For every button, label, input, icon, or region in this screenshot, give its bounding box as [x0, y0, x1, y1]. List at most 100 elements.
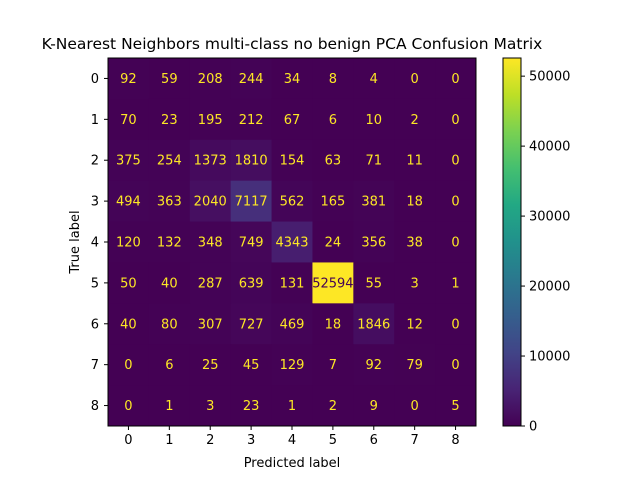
cell-value-label: 40	[120, 317, 137, 332]
heatmap-cell	[353, 58, 395, 100]
cell-value-label: 0	[451, 358, 459, 373]
cell-value-label: 23	[161, 113, 178, 128]
heatmap-cell	[312, 344, 354, 386]
y-tick-label: 1	[91, 113, 99, 128]
heatmap-cell	[353, 303, 395, 345]
cell-value-label: 7	[329, 358, 337, 373]
heatmap-cell	[148, 303, 191, 345]
cell-value-label: 55	[366, 276, 383, 291]
cell-value-label: 1810	[235, 154, 268, 169]
cell-value-label: 50	[120, 276, 137, 291]
cell-value-label: 208	[198, 72, 223, 87]
heatmap-cell	[271, 180, 313, 223]
x-tick-label: 6	[370, 433, 378, 448]
heatmap-cell	[189, 303, 232, 345]
cell-value-label: 1846	[357, 317, 390, 332]
cell-value-label: 1	[451, 276, 459, 291]
y-tick-label: 7	[91, 358, 99, 373]
cell-value-label: 92	[120, 72, 137, 87]
heatmap-cell	[312, 303, 354, 345]
heatmap-cell	[189, 58, 232, 100]
cell-value-label: 244	[239, 72, 264, 87]
heatmap-cell	[189, 385, 232, 427]
cell-value-label: 727	[239, 317, 264, 332]
heatmap-cell	[230, 303, 273, 345]
cell-value-label: 38	[406, 236, 423, 251]
x-tick-label: 3	[247, 433, 255, 448]
heatmap-cell	[108, 139, 150, 182]
heatmap-cell	[148, 180, 191, 223]
cell-value-label: 52594	[312, 276, 353, 291]
heatmap-cell	[230, 139, 273, 182]
heatmap-cell	[394, 262, 436, 304]
heatmap-cell	[108, 58, 150, 100]
cell-value-label: 12	[406, 317, 423, 332]
cell-value-label: 24	[325, 236, 342, 251]
cell-value-label: 469	[280, 317, 305, 332]
heatmap-cell	[394, 344, 436, 386]
heatmap-cell	[312, 180, 354, 223]
cell-value-label: 131	[280, 276, 305, 291]
x-tick-label: 8	[451, 433, 459, 448]
heatmap-cell	[271, 221, 313, 263]
heatmap-cell	[271, 262, 313, 304]
heatmap-cell	[435, 344, 477, 386]
cell-value-label: 212	[239, 113, 264, 128]
heatmap-cell	[271, 58, 313, 100]
cell-value-label: 287	[198, 276, 223, 291]
heatmap-cell	[189, 139, 232, 182]
cell-value-label: 34	[284, 72, 301, 87]
cell-value-label: 25	[202, 358, 219, 373]
heatmap-cell	[108, 180, 150, 223]
heatmap-cell	[353, 385, 395, 427]
cell-value-label: 1373	[194, 154, 227, 169]
cell-value-label: 132	[157, 236, 182, 251]
cell-value-label: 92	[366, 358, 383, 373]
cell-value-label: 562	[280, 195, 305, 210]
cell-value-label: 1	[288, 399, 296, 414]
cell-value-label: 0	[451, 72, 459, 87]
heatmap-cell	[108, 344, 150, 386]
cell-value-label: 307	[198, 317, 223, 332]
cell-value-label: 363	[157, 195, 182, 210]
heatmap-cell	[353, 180, 395, 223]
x-tick-label: 1	[165, 433, 173, 448]
cell-value-label: 165	[320, 195, 345, 210]
cell-value-label: 0	[451, 154, 459, 169]
heatmap-cell	[189, 180, 232, 223]
cell-value-label: 0	[124, 399, 132, 414]
heatmap-cell	[230, 344, 273, 386]
x-axis-label: Predicted label	[244, 456, 341, 471]
cell-value-label: 2	[411, 113, 419, 128]
cell-value-label: 154	[280, 154, 305, 169]
cell-value-label: 18	[406, 195, 423, 210]
heatmap-cell	[394, 385, 436, 427]
cell-value-label: 7117	[235, 195, 268, 210]
y-tick-label: 2	[91, 154, 99, 169]
cell-value-label: 0	[124, 358, 132, 373]
heatmap-cell	[148, 344, 191, 386]
cell-value-label: 0	[451, 113, 459, 128]
y-tick-label: 4	[91, 236, 99, 251]
cell-value-label: 5	[451, 399, 459, 414]
cell-value-label: 11	[406, 154, 423, 169]
cell-value-label: 70	[120, 113, 137, 128]
heatmap-cell	[189, 221, 232, 263]
heatmap-cell	[108, 221, 150, 263]
heatmap-cell	[394, 303, 436, 345]
heatmap-cell	[435, 139, 477, 182]
cell-value-label: 40	[161, 276, 178, 291]
x-tick-label: 7	[411, 433, 419, 448]
cell-value-label: 4343	[275, 236, 308, 251]
heatmap-cell	[230, 385, 273, 427]
heatmap-cells	[108, 58, 477, 427]
cell-value-label: 0	[451, 195, 459, 210]
heatmap-cell	[108, 303, 150, 345]
x-axis-ticks: 0 1 2 3 4 5 6 7 8	[124, 426, 460, 448]
heatmap-cell	[312, 385, 354, 427]
cell-value-label: 6	[329, 113, 337, 128]
heatmap-cell	[230, 58, 273, 100]
heatmap-cell	[435, 262, 477, 304]
heatmap-cell	[312, 262, 354, 304]
